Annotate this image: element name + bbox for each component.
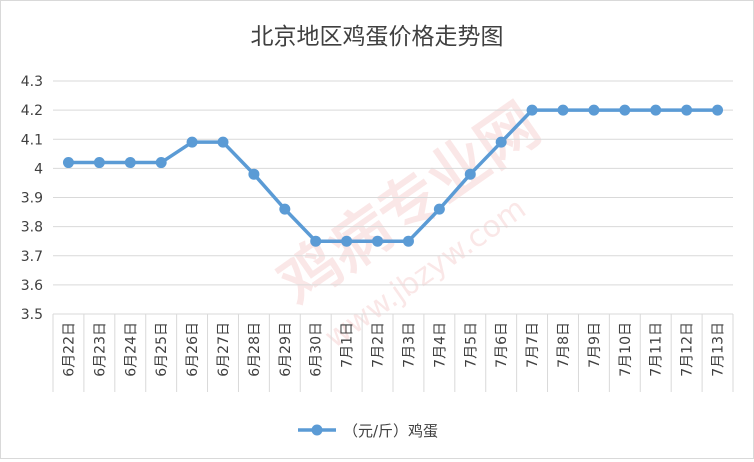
data-point xyxy=(433,203,445,215)
x-tick-label: 6月29日 xyxy=(278,322,294,377)
x-tick-label: 7月5日 xyxy=(463,322,479,368)
data-point xyxy=(372,235,384,247)
x-tick-label: 7月13日 xyxy=(711,322,727,377)
x-tick-label: 6月24日 xyxy=(123,322,139,377)
data-point xyxy=(464,168,476,180)
x-axis-ticks: 6月22日 6月23日 6月24日 6月25日 6月26日 6月27日 6月28日 6月29日… xyxy=(61,322,726,377)
x-tick-label: 6月25日 xyxy=(154,322,170,377)
x-tick-label: 7月12日 xyxy=(680,322,696,377)
x-tick-label: 7月7日 xyxy=(525,322,541,368)
x-tick-label: 6月28日 xyxy=(247,322,263,377)
y-tick-label: 3.8 xyxy=(21,220,43,236)
chart-title: 北京地区鸡蛋价格走势图 xyxy=(251,24,504,50)
x-tick-label: 7月4日 xyxy=(432,322,448,368)
data-point xyxy=(217,136,229,148)
data-point xyxy=(341,235,353,247)
y-tick-label: 4 xyxy=(34,161,43,177)
data-point xyxy=(712,104,724,116)
y-tick-label: 4.1 xyxy=(21,132,43,148)
data-point xyxy=(681,104,693,116)
x-tick-label: 7月1日 xyxy=(340,322,356,368)
data-point xyxy=(402,235,414,247)
x-tick-label: 7月6日 xyxy=(494,322,510,368)
y-tick-label: 3.6 xyxy=(21,278,43,294)
y-tick-label: 3.7 xyxy=(21,249,43,265)
x-tick-label: 7月10日 xyxy=(618,322,634,377)
x-tick-label: 6月23日 xyxy=(92,322,108,377)
data-point xyxy=(155,157,167,169)
legend: （元/斤）鸡蛋 xyxy=(298,422,438,440)
x-tick-label: 6月22日 xyxy=(61,322,77,377)
data-point xyxy=(279,203,291,215)
x-tick-label: 6月26日 xyxy=(185,322,201,377)
data-point xyxy=(248,168,260,180)
x-tick-label: 7月8日 xyxy=(556,322,572,368)
y-tick-label: 4.3 xyxy=(21,74,43,90)
data-point xyxy=(186,136,198,148)
legend-label: （元/斤）鸡蛋 xyxy=(343,422,438,440)
data-point xyxy=(310,235,322,247)
x-tick-label: 7月2日 xyxy=(371,322,387,368)
y-tick-label: 3.9 xyxy=(21,191,43,207)
data-point xyxy=(557,104,569,116)
data-point xyxy=(619,104,631,116)
x-tick-label: 6月27日 xyxy=(216,322,232,377)
watermark: 鸡病专业网 www.jbzyw.com xyxy=(267,90,553,356)
legend-marker xyxy=(311,424,323,436)
x-tick-label: 7月9日 xyxy=(587,322,603,368)
data-point xyxy=(588,104,600,116)
x-tick-label: 7月3日 xyxy=(401,322,417,368)
data-point xyxy=(62,157,74,169)
y-tick-label: 4.2 xyxy=(21,103,43,119)
y-tick-label: 3.5 xyxy=(21,307,43,323)
data-point xyxy=(93,157,105,169)
data-point xyxy=(495,136,507,148)
y-axis-ticks: 3.5 3.6 3.7 3.8 3.9 4 4.1 4.2 4.3 xyxy=(21,74,43,323)
x-tick-label: 7月11日 xyxy=(649,322,665,377)
x-tick-label: 6月30日 xyxy=(309,322,325,377)
series-line xyxy=(68,108,718,243)
series-layer xyxy=(62,104,724,247)
data-point xyxy=(526,104,538,116)
data-point xyxy=(650,104,662,116)
data-point xyxy=(124,157,136,169)
